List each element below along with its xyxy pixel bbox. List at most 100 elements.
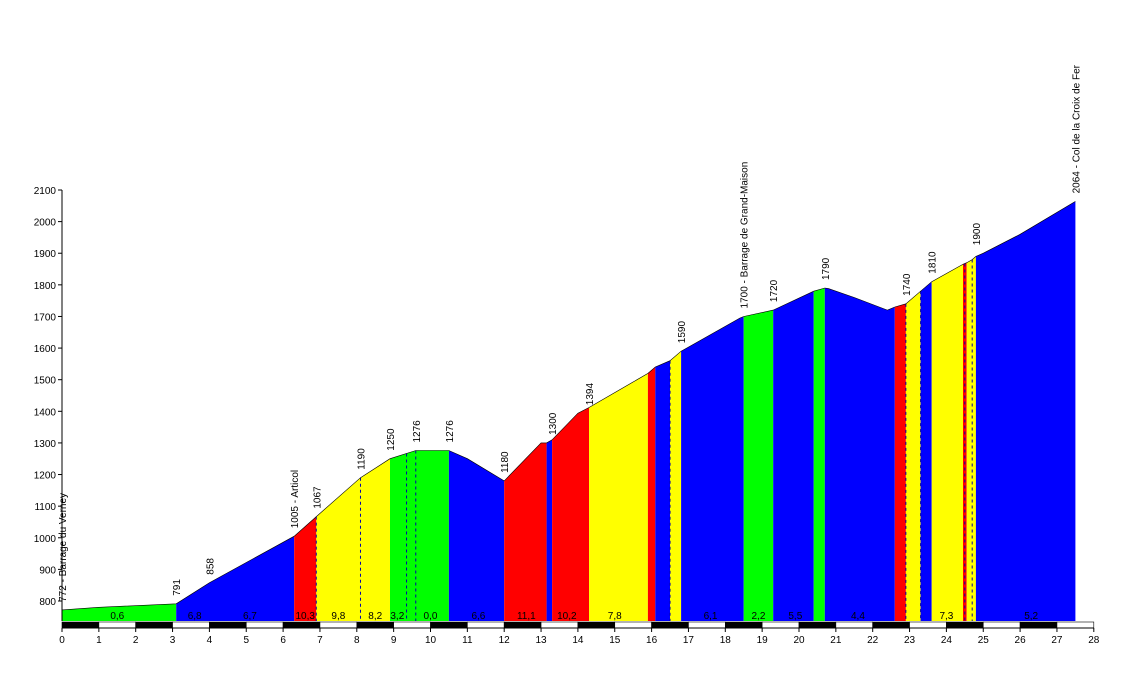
waypoint-label: 1394 [585,383,596,406]
gradient-label: 6,6 [471,611,485,622]
x-tick-label: 2 [133,635,139,646]
y-tick-label: 1200 [34,471,57,482]
waypoint-label: 858 [205,558,216,575]
km-band [724,621,763,629]
waypoint-label: 1300 [548,412,559,435]
profile-segment-yellow [905,291,921,621]
profile-segment-blue [920,281,932,621]
profile-segment-red [294,516,317,621]
km-band [982,621,1021,629]
x-tick-label: 19 [757,635,769,646]
x-tick-label: 24 [941,635,953,646]
gradient-label: 9,8 [331,611,345,622]
profile-segment-blue [773,291,814,621]
y-tick-label: 1100 [34,502,56,513]
waypoint-label: 1590 [677,321,688,344]
km-band [909,621,947,629]
profile-segment-blue [655,360,670,621]
x-tick-label: 9 [391,635,397,646]
gradient-label: 10,2 [557,611,577,622]
km-band [319,621,358,629]
profile-segment-green [743,310,774,621]
waypoint-label: 1067 [312,486,323,509]
km-band [946,621,984,629]
x-tick-label: 17 [683,635,695,646]
profile-segment-yellow [589,373,648,621]
profile-line [61,201,1076,611]
x-tick-label: 10 [425,635,437,646]
x-tick-label: 15 [609,635,621,646]
gradient-labels: 0,6 6,8 6,7 10,3 9,8 8,2 3,2 0,0 6,6 11,1 10,2 7,8 6… [110,611,1038,622]
x-tick-label: 18 [720,635,732,646]
gradient-label: 5,5 [788,611,802,622]
km-band [393,621,431,629]
km-band [835,621,873,629]
x-tick-label: 5 [243,635,249,646]
km-band [356,621,394,629]
gradient-label: 6,7 [243,611,257,622]
x-tick-label: 0 [59,635,65,646]
waypoint-label: 1180 [500,451,511,473]
km-band [1019,621,1058,629]
x-tick-label: 12 [499,635,511,646]
profile-segment-red [552,407,589,621]
km-band [503,621,542,629]
y-tick-label: 2100 [34,186,57,197]
gradient-label: 7,8 [608,611,622,622]
waypoint-label: 1790 [821,257,832,280]
waypoint-labels: 772 - Barrage du Verney 791 858 1005 - Arti… [58,64,1082,602]
profile-segment-blue [176,536,295,621]
waypoint-label: 1900 [972,223,983,246]
x-tick-label: 4 [207,635,213,646]
gradient-label: 8,2 [368,611,382,622]
gradient-label: 6,1 [704,611,718,622]
profile-segment-blue [448,450,505,621]
km-band [245,621,284,629]
waypoint-label: 1276 [412,420,423,443]
km-band [98,621,136,629]
profile-segment-red [647,367,656,621]
x-tick-label: 25 [978,635,990,646]
gradient-label: 11,1 [517,611,536,622]
waypoint-label: 1276 [445,420,456,443]
gradient-label: 10,3 [295,611,315,622]
profile-segment-blue [824,288,895,621]
x-tick-label: 14 [572,635,584,646]
waypoint-label: 1720 [769,279,780,302]
profile-segment-red [504,442,547,621]
gradient-label: 3,2 [390,611,404,622]
waypoint-label: 1740 [902,273,913,296]
y-tick-label: 1700 [34,312,57,323]
x-tick-label: 3 [170,635,176,646]
waypoint-label: 1005 - Articol [290,470,301,528]
km-band [688,621,726,629]
x-tick-label: 27 [1051,635,1063,646]
profile-segment-yellow [931,264,963,621]
x-tick-label: 11 [462,635,473,646]
x-tick-label: 8 [354,635,360,646]
x-tick-label: 21 [830,635,842,646]
y-tick-label: 2000 [34,218,57,229]
x-tick-label: 13 [535,635,547,646]
y-tick-label: 1800 [34,281,57,292]
gradient-label: 0,6 [110,611,124,622]
km-band [651,621,689,629]
waypoint-label: 1250 [386,428,397,451]
gradient-label: 2,2 [752,611,766,622]
y-tick-label: 1000 [34,534,57,545]
y-axis: 800 900 1000 1100 1200 1300 1400 1500 1600 1700 18… [34,186,63,621]
y-tick-label: 800 [39,597,56,608]
km-band [1056,621,1095,629]
km-band [577,621,616,629]
waypoint-label: 1700 - Barrage de Grand-Maison [740,162,751,309]
waypoint-label: 1190 [357,448,368,470]
profile-segment-blue [546,439,553,621]
profile-segment-green [813,288,825,621]
y-tick-label: 1600 [34,344,57,355]
x-tick-label: 28 [1088,635,1100,646]
km-band [761,621,800,629]
x-tick-label: 16 [646,635,658,646]
gradient-label: 6,8 [188,611,202,622]
profile-segment-blue [681,316,744,621]
